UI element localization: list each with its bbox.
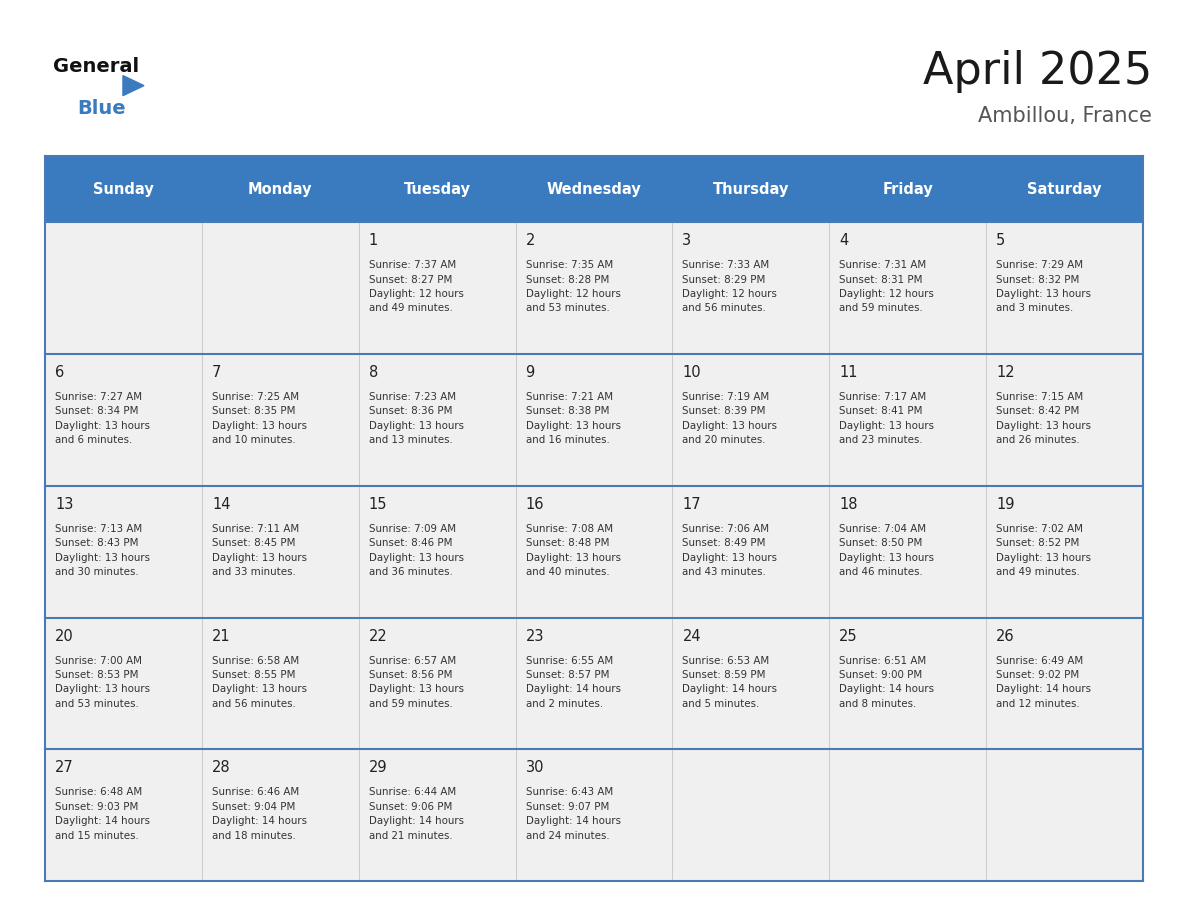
Bar: [45, 618, 1143, 749]
Text: 12: 12: [996, 365, 1015, 380]
Text: Sunrise: 7:06 AM
Sunset: 8:49 PM
Daylight: 13 hours
and 43 minutes.: Sunrise: 7:06 AM Sunset: 8:49 PM Dayligh…: [682, 524, 777, 577]
Text: 8: 8: [368, 365, 378, 380]
Text: 1: 1: [368, 233, 378, 248]
Text: Sunrise: 7:25 AM
Sunset: 8:35 PM
Daylight: 13 hours
and 10 minutes.: Sunrise: 7:25 AM Sunset: 8:35 PM Dayligh…: [211, 392, 307, 445]
Text: 29: 29: [368, 760, 387, 776]
Text: Sunrise: 6:44 AM
Sunset: 9:06 PM
Daylight: 14 hours
and 21 minutes.: Sunrise: 6:44 AM Sunset: 9:06 PM Dayligh…: [368, 788, 463, 841]
Text: Sunrise: 7:29 AM
Sunset: 8:32 PM
Daylight: 13 hours
and 3 minutes.: Sunrise: 7:29 AM Sunset: 8:32 PM Dayligh…: [996, 260, 1091, 313]
Text: 27: 27: [55, 760, 74, 776]
Text: 19: 19: [996, 497, 1015, 512]
Text: Sunrise: 7:19 AM
Sunset: 8:39 PM
Daylight: 13 hours
and 20 minutes.: Sunrise: 7:19 AM Sunset: 8:39 PM Dayligh…: [682, 392, 777, 445]
Text: Wednesday: Wednesday: [546, 182, 642, 196]
Text: 25: 25: [839, 629, 858, 644]
Text: 23: 23: [525, 629, 544, 644]
Text: Sunrise: 6:51 AM
Sunset: 9:00 PM
Daylight: 14 hours
and 8 minutes.: Sunrise: 6:51 AM Sunset: 9:00 PM Dayligh…: [839, 655, 934, 709]
Text: 9: 9: [525, 365, 535, 380]
Text: Sunrise: 7:11 AM
Sunset: 8:45 PM
Daylight: 13 hours
and 33 minutes.: Sunrise: 7:11 AM Sunset: 8:45 PM Dayligh…: [211, 524, 307, 577]
Text: Sunrise: 6:49 AM
Sunset: 9:02 PM
Daylight: 14 hours
and 12 minutes.: Sunrise: 6:49 AM Sunset: 9:02 PM Dayligh…: [996, 655, 1091, 709]
Text: Monday: Monday: [248, 182, 312, 196]
Text: Sunrise: 7:23 AM
Sunset: 8:36 PM
Daylight: 13 hours
and 13 minutes.: Sunrise: 7:23 AM Sunset: 8:36 PM Dayligh…: [368, 392, 463, 445]
Text: Sunrise: 7:09 AM
Sunset: 8:46 PM
Daylight: 13 hours
and 36 minutes.: Sunrise: 7:09 AM Sunset: 8:46 PM Dayligh…: [368, 524, 463, 577]
Text: 3: 3: [682, 233, 691, 248]
Text: Saturday: Saturday: [1028, 182, 1101, 196]
Text: Sunrise: 7:17 AM
Sunset: 8:41 PM
Daylight: 13 hours
and 23 minutes.: Sunrise: 7:17 AM Sunset: 8:41 PM Dayligh…: [839, 392, 934, 445]
Text: 24: 24: [682, 629, 701, 644]
Text: Sunrise: 7:27 AM
Sunset: 8:34 PM
Daylight: 13 hours
and 6 minutes.: Sunrise: 7:27 AM Sunset: 8:34 PM Dayligh…: [55, 392, 150, 445]
Text: 14: 14: [211, 497, 230, 512]
Text: Tuesday: Tuesday: [404, 182, 470, 196]
Text: Sunday: Sunday: [93, 182, 154, 196]
Text: General: General: [53, 57, 139, 75]
Text: Sunrise: 7:31 AM
Sunset: 8:31 PM
Daylight: 12 hours
and 59 minutes.: Sunrise: 7:31 AM Sunset: 8:31 PM Dayligh…: [839, 260, 934, 313]
Text: 6: 6: [55, 365, 64, 380]
Text: Sunrise: 7:13 AM
Sunset: 8:43 PM
Daylight: 13 hours
and 30 minutes.: Sunrise: 7:13 AM Sunset: 8:43 PM Dayligh…: [55, 524, 150, 577]
Text: Sunrise: 7:33 AM
Sunset: 8:29 PM
Daylight: 12 hours
and 56 minutes.: Sunrise: 7:33 AM Sunset: 8:29 PM Dayligh…: [682, 260, 777, 313]
Text: 17: 17: [682, 497, 701, 512]
Bar: [45, 749, 1143, 881]
Text: April 2025: April 2025: [923, 50, 1152, 94]
Text: Sunrise: 6:46 AM
Sunset: 9:04 PM
Daylight: 14 hours
and 18 minutes.: Sunrise: 6:46 AM Sunset: 9:04 PM Dayligh…: [211, 788, 307, 841]
Text: Sunrise: 7:02 AM
Sunset: 8:52 PM
Daylight: 13 hours
and 49 minutes.: Sunrise: 7:02 AM Sunset: 8:52 PM Dayligh…: [996, 524, 1091, 577]
Text: 4: 4: [839, 233, 848, 248]
Text: 20: 20: [55, 629, 74, 644]
Text: 11: 11: [839, 365, 858, 380]
Text: 26: 26: [996, 629, 1015, 644]
Bar: [45, 156, 1143, 222]
Text: Sunrise: 6:48 AM
Sunset: 9:03 PM
Daylight: 14 hours
and 15 minutes.: Sunrise: 6:48 AM Sunset: 9:03 PM Dayligh…: [55, 788, 150, 841]
Text: Sunrise: 6:55 AM
Sunset: 8:57 PM
Daylight: 14 hours
and 2 minutes.: Sunrise: 6:55 AM Sunset: 8:57 PM Dayligh…: [525, 655, 620, 709]
Text: Sunrise: 7:04 AM
Sunset: 8:50 PM
Daylight: 13 hours
and 46 minutes.: Sunrise: 7:04 AM Sunset: 8:50 PM Dayligh…: [839, 524, 934, 577]
Bar: [45, 486, 1143, 618]
Text: Thursday: Thursday: [713, 182, 789, 196]
Text: 28: 28: [211, 760, 230, 776]
Text: Blue: Blue: [77, 98, 126, 118]
Text: 21: 21: [211, 629, 230, 644]
Text: 22: 22: [368, 629, 387, 644]
Bar: [45, 354, 1143, 486]
Text: Sunrise: 7:21 AM
Sunset: 8:38 PM
Daylight: 13 hours
and 16 minutes.: Sunrise: 7:21 AM Sunset: 8:38 PM Dayligh…: [525, 392, 620, 445]
Text: Friday: Friday: [883, 182, 933, 196]
Text: 2: 2: [525, 233, 535, 248]
Text: 7: 7: [211, 365, 221, 380]
Text: 13: 13: [55, 497, 74, 512]
Text: 16: 16: [525, 497, 544, 512]
Text: Sunrise: 7:08 AM
Sunset: 8:48 PM
Daylight: 13 hours
and 40 minutes.: Sunrise: 7:08 AM Sunset: 8:48 PM Dayligh…: [525, 524, 620, 577]
Text: 18: 18: [839, 497, 858, 512]
Text: Sunrise: 7:15 AM
Sunset: 8:42 PM
Daylight: 13 hours
and 26 minutes.: Sunrise: 7:15 AM Sunset: 8:42 PM Dayligh…: [996, 392, 1091, 445]
Text: Ambillou, France: Ambillou, France: [979, 106, 1152, 126]
Text: Sunrise: 6:43 AM
Sunset: 9:07 PM
Daylight: 14 hours
and 24 minutes.: Sunrise: 6:43 AM Sunset: 9:07 PM Dayligh…: [525, 788, 620, 841]
Text: Sunrise: 7:00 AM
Sunset: 8:53 PM
Daylight: 13 hours
and 53 minutes.: Sunrise: 7:00 AM Sunset: 8:53 PM Dayligh…: [55, 655, 150, 709]
Text: Sunrise: 6:58 AM
Sunset: 8:55 PM
Daylight: 13 hours
and 56 minutes.: Sunrise: 6:58 AM Sunset: 8:55 PM Dayligh…: [211, 655, 307, 709]
Bar: [45, 222, 1143, 354]
Text: Sunrise: 6:53 AM
Sunset: 8:59 PM
Daylight: 14 hours
and 5 minutes.: Sunrise: 6:53 AM Sunset: 8:59 PM Dayligh…: [682, 655, 777, 709]
Text: Sunrise: 7:37 AM
Sunset: 8:27 PM
Daylight: 12 hours
and 49 minutes.: Sunrise: 7:37 AM Sunset: 8:27 PM Dayligh…: [368, 260, 463, 313]
Polygon shape: [124, 75, 144, 95]
Text: 10: 10: [682, 365, 701, 380]
Text: 5: 5: [996, 233, 1005, 248]
Text: Sunrise: 6:57 AM
Sunset: 8:56 PM
Daylight: 13 hours
and 59 minutes.: Sunrise: 6:57 AM Sunset: 8:56 PM Dayligh…: [368, 655, 463, 709]
Text: 15: 15: [368, 497, 387, 512]
Text: 30: 30: [525, 760, 544, 776]
Text: Sunrise: 7:35 AM
Sunset: 8:28 PM
Daylight: 12 hours
and 53 minutes.: Sunrise: 7:35 AM Sunset: 8:28 PM Dayligh…: [525, 260, 620, 313]
